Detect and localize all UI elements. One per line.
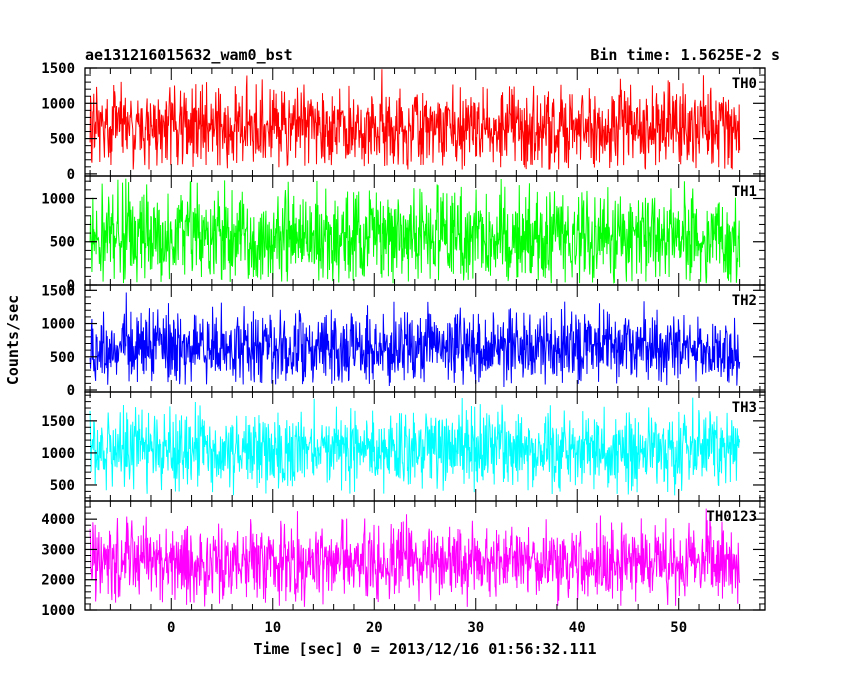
series-line-th0123 [89, 508, 741, 607]
y-tick-label-th3: 1000 [41, 446, 75, 462]
series-label-th1: TH1 [732, 184, 757, 200]
x-tick-labels: 0 10 20 30 40 50 [167, 620, 687, 636]
bin-time-label: Bin time: 1.5625E-2 s [590, 46, 780, 64]
series-line-th3 [89, 397, 741, 496]
y-tick-label-th1: 1000 [41, 191, 75, 207]
panel-th0123: 1000 2000 3000 4000 TH0123 [41, 500, 766, 619]
x-tick-label: 30 [467, 620, 484, 636]
x-tick-label: 10 [264, 620, 281, 636]
y-tick-label-th2: 0 [67, 383, 75, 399]
series-label-th2: TH2 [732, 293, 757, 309]
y-tick-label-th0123: 1000 [41, 603, 75, 619]
chart-title: ae131216015632_wam0_bst [85, 46, 293, 64]
y-tick-label-th2: 1000 [41, 317, 75, 333]
panel-th2: 0 500 1000 1500 TH2 [41, 283, 766, 399]
panel-th1: 0 500 1000 TH1 [41, 175, 766, 294]
series-line-th0 [89, 69, 741, 170]
y-tick-label-th0123: 4000 [41, 512, 75, 528]
y-tick-label-th0: 0 [67, 167, 75, 183]
y-tick-label-th3: 1500 [41, 414, 75, 430]
series-label-th0: TH0 [732, 76, 757, 92]
panel-th0: 0 500 1000 1500 TH0 [41, 61, 766, 183]
y-tick-label-th2: 1500 [41, 283, 75, 299]
x-tick-label: 0 [167, 620, 175, 636]
series-label-th3: TH3 [732, 400, 757, 416]
y-tick-label-th0: 1000 [41, 96, 75, 112]
y-axis-title: Counts/sec [4, 295, 22, 385]
panel-th3: 500 1000 1500 TH3 [41, 391, 766, 502]
y-tick-label-th3: 500 [50, 478, 75, 494]
x-axis-title: Time [sec] 0 = 2013/12/16 01:56:32.111 [253, 640, 596, 658]
series-label-th0123: TH0123 [706, 509, 757, 525]
series-line-th1 [89, 178, 741, 284]
y-tick-label-th0: 1500 [41, 61, 75, 77]
y-tick-label-th0123: 3000 [41, 542, 75, 558]
y-tick-label-th1: 500 [50, 235, 75, 251]
x-tick-label: 50 [670, 620, 687, 636]
y-tick-label-th0: 500 [50, 132, 75, 148]
y-tick-label-th2: 500 [50, 350, 75, 366]
x-tick-label: 40 [569, 620, 586, 636]
x-tick-label: 20 [366, 620, 383, 636]
y-tick-label-th1: 0 [67, 278, 75, 294]
y-tick-label-th0123: 2000 [41, 573, 75, 589]
series-line-th2 [89, 292, 741, 388]
